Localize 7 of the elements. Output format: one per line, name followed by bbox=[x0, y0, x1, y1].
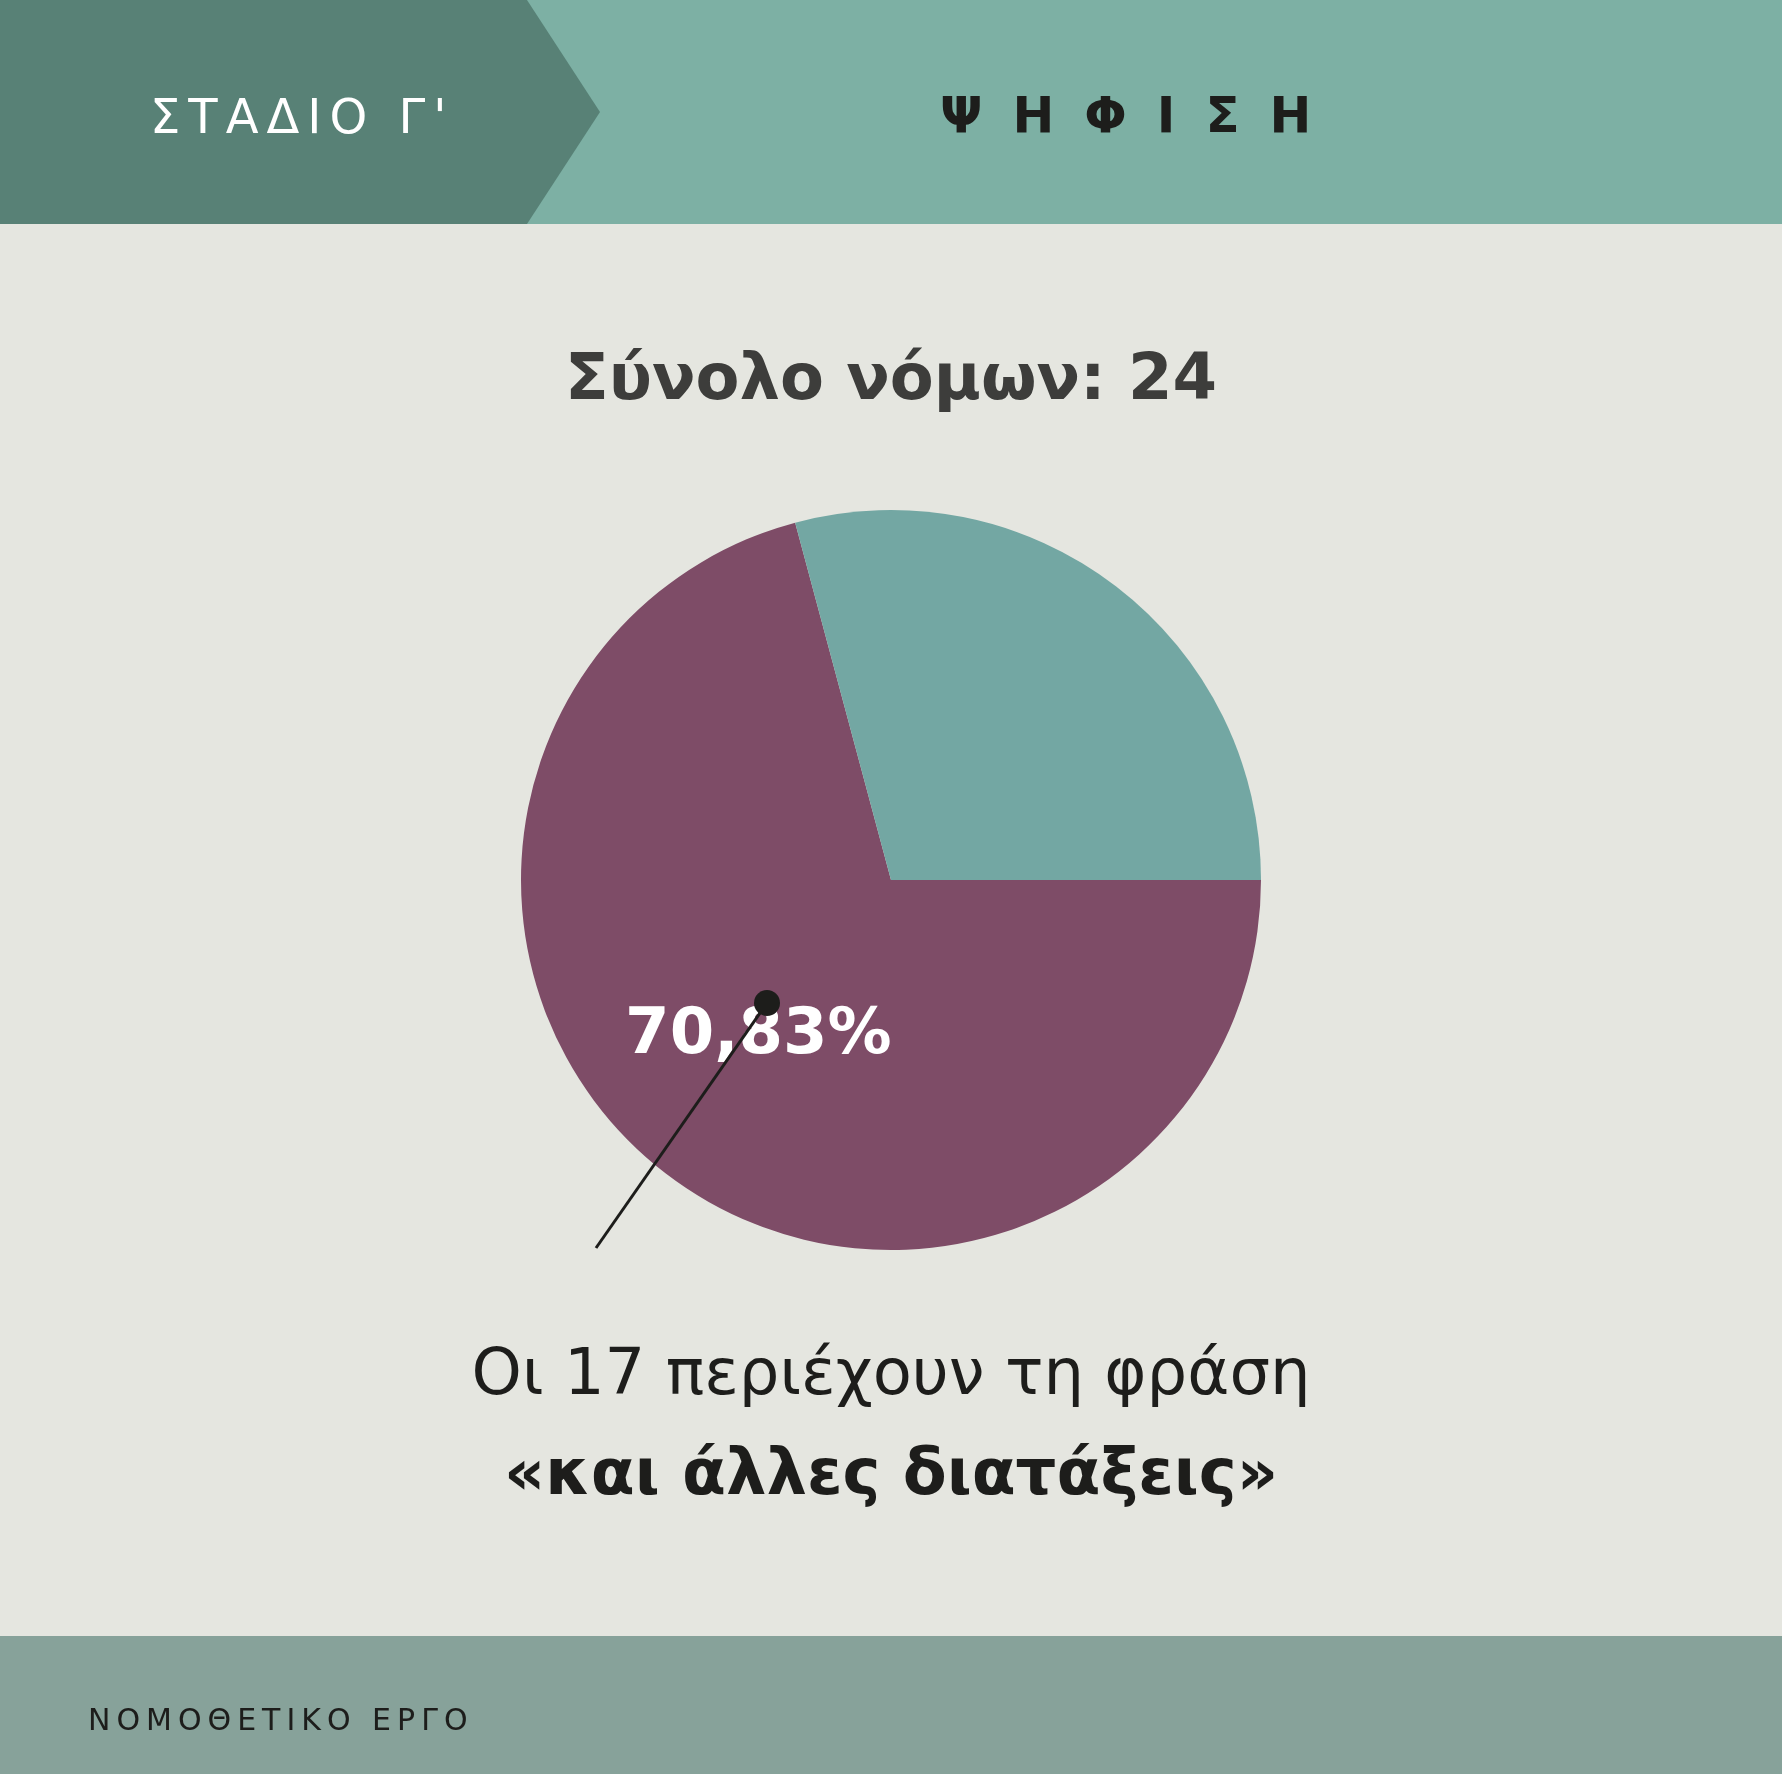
text: «και άλλες διατάξεις» bbox=[502, 1435, 1280, 1509]
text: ΨΗΦΙΣΗ bbox=[940, 86, 1342, 144]
text: ΣΤΑΔΙΟ Γ' bbox=[150, 88, 455, 144]
chart-title: Σύνολο νόμων: 24 bbox=[563, 340, 1219, 414]
text: Οι 17 περιέχουν τη φράση bbox=[470, 1335, 1312, 1409]
text: ΝΟΜΟΘΕΤΙΚΟ ΕΡΓΟ bbox=[88, 1702, 474, 1737]
data-label: 70,83% bbox=[625, 994, 892, 1069]
